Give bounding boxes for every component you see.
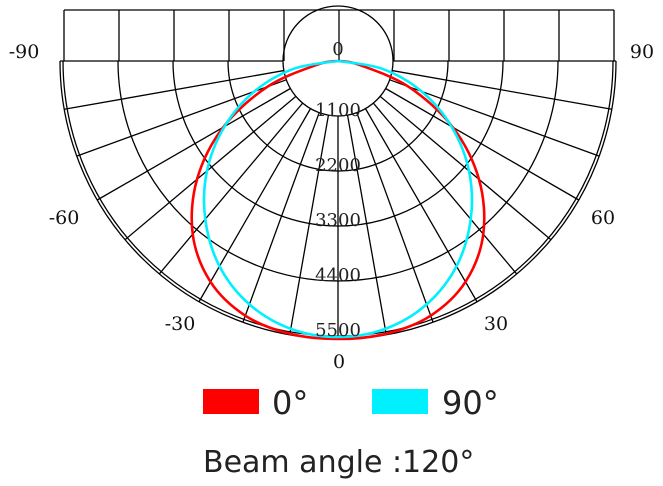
radial-spoke [385,87,580,201]
angle-tick-label: -90 [9,41,40,63]
radial-spoke [289,115,330,335]
radial-spoke [379,95,552,241]
radial-spoke [96,87,291,201]
radial-spoke [392,69,612,110]
legend: 0° 90° [203,384,499,422]
radial-spoke [158,102,304,275]
radial-spoke [242,112,320,323]
legend-label-90deg: 90° [442,384,499,422]
radial-spoke [356,112,434,323]
legend-swatch-90deg [372,389,428,414]
angle-tick-label: 0 [333,351,345,373]
radial-spoke [64,69,284,110]
angle-tick-label: -60 [49,207,80,229]
radial-tick-label: 3300 [315,210,361,231]
radial-spoke [198,108,312,303]
radial-tick-labels: 0 1100 2200 3300 4400 5500 [315,39,361,341]
center-zero-label: 0 [332,39,343,60]
radial-tick-label: 5500 [315,320,361,341]
radial-spoke [346,115,387,335]
legend-swatch-0deg [203,389,259,414]
radial-spoke [124,95,297,241]
radial-tick-label: 2200 [315,155,361,176]
angle-tick-label: 90 [630,41,654,63]
curves [190,59,486,341]
series-curve-1 [202,59,474,339]
radial-spoke [364,108,478,303]
radial-tick-label: 4400 [315,265,361,286]
angle-tick-labels: -90 -60 -30 0 30 60 90 [9,41,654,373]
angle-tick-label: 30 [484,313,508,335]
angle-tick-label: 60 [591,207,615,229]
radial-tick-label: 1100 [315,100,361,121]
radial-spoke [372,102,518,275]
legend-label-0deg: 0° [272,384,308,422]
beam-angle-caption: Beam angle :120° [203,445,474,480]
angle-tick-label: -30 [165,313,196,335]
